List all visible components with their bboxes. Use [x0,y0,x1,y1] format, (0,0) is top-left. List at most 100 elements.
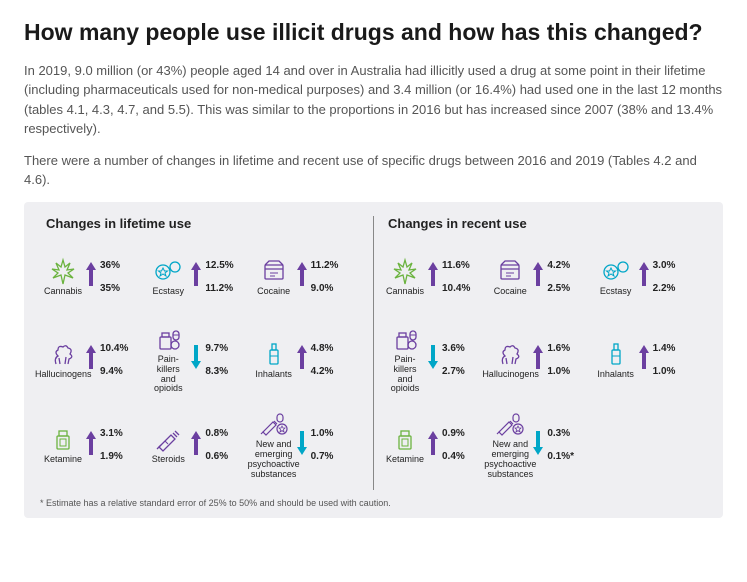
drug-label: New and emerging psychoactive substances [248,440,300,480]
value-bottom: 0.6% [205,451,228,462]
cocaine-icon: Cocaine [257,257,291,297]
ecstasy-icon: Ecstasy [151,257,185,297]
value-top: 3.6% [442,343,465,354]
arrow-up-icon [84,427,98,464]
hallucinogens-icon: Hallucinogens [493,340,527,380]
value-top: 0.8% [205,428,228,439]
value-top: 1.6% [547,343,570,354]
value-top: 1.0% [311,428,334,439]
drug-label: Steroids [152,455,185,465]
arrow-up-icon [84,341,98,378]
value-bottom: 2.7% [442,366,465,377]
value-bottom: 0.7% [311,451,334,462]
drug-cell-painkillers: Pain-killers and opioids 3.6% 2.7% [388,325,489,395]
arrow-up-icon [426,427,440,464]
value-bottom: 2.5% [547,283,570,294]
painkillers-icon: Pain-killers and opioids [388,325,422,395]
value-bottom: 8.3% [205,366,228,377]
arrow-up-icon [531,341,545,378]
newpsych-icon: New and emerging psychoactive substances [493,410,527,480]
drug-label: Ecstasy [153,287,185,297]
value-top: 4.8% [311,343,334,354]
drug-cell-steroids: Steroids 0.8% 0.6% [151,410,252,480]
intro-para-1: In 2019, 9.0 million (or 43%) people age… [24,61,723,139]
drug-label: New and emerging psychoactive substances [484,440,536,480]
value-top: 12.5% [205,260,233,271]
footnote: * Estimate has a relative standard error… [40,498,707,508]
drug-cell-ecstasy: Ecstasy 3.0% 2.2% [599,245,700,309]
inhalants-icon: Inhalants [599,340,633,380]
arrow-down-icon [295,427,309,464]
drug-cell-hallucinogens: Hallucinogens 1.6% 1.0% [493,325,594,395]
value-bottom: 0.1%* [547,451,574,462]
arrow-up-icon [189,427,203,464]
steroids-icon: Steroids [151,425,185,465]
arrow-up-icon [295,258,309,295]
drug-label: Cannabis [386,287,424,297]
changes-panel: Changes in lifetime use Cannabis 36% 35% Ec… [24,202,723,518]
value-bottom: 2.2% [653,283,676,294]
value-top: 9.7% [205,343,228,354]
value-bottom: 10.4% [442,283,470,294]
drug-label: Pain-killers and opioids [388,355,422,395]
painkillers-icon: Pain-killers and opioids [151,325,185,395]
arrow-up-icon [84,258,98,295]
arrow-up-icon [295,341,309,378]
drug-label: Hallucinogens [482,370,538,380]
drug-cell-ketamine: Ketamine 0.9% 0.4% [388,410,489,480]
drug-cell-cannabis: Cannabis 11.6% 10.4% [388,245,489,309]
arrow-down-icon [189,341,203,378]
value-top: 3.0% [653,260,676,271]
drug-cell-newpsych: New and emerging psychoactive substances… [257,410,358,480]
value-top: 0.3% [547,428,574,439]
drug-label: Cocaine [494,287,527,297]
value-top: 4.2% [547,260,570,271]
value-top: 0.9% [442,428,465,439]
drug-cell-hallucinogens: Hallucinogens10.4%9.4% [46,325,147,395]
drug-cell-cocaine: Cocaine 4.2% 2.5% [493,245,594,309]
arrow-up-icon [637,258,651,295]
drug-label: Cocaine [257,287,290,297]
arrow-down-icon [426,341,440,378]
value-top: 11.2% [311,260,339,271]
drug-label: Inhalants [597,370,634,380]
drug-cell-ketamine: Ketamine3.1%1.9% [46,410,147,480]
value-bottom: 11.2% [205,283,233,294]
intro-para-2: There were a number of changes in lifeti… [24,151,723,190]
value-top: 1.4% [653,343,676,354]
value-bottom: 9.0% [311,283,339,294]
ecstasy-icon: Ecstasy [599,257,633,297]
value-bottom: 1.0% [547,366,570,377]
value-bottom: 1.0% [653,366,676,377]
drug-cell-inhalants: Inhalants 4.8% 4.2% [257,325,358,395]
value-bottom: 0.4% [442,451,465,462]
lifetime-title: Changes in lifetime use [46,216,359,231]
page-title: How many people use illicit drugs and ho… [24,18,723,47]
value-bottom: 4.2% [311,366,334,377]
inhalants-icon: Inhalants [257,340,291,380]
value-top: 11.6% [442,260,470,271]
drug-cell-cocaine: Cocaine 11.2% 9.0% [257,245,358,309]
drug-cell-inhalants: Inhalants 1.4% 1.0% [599,325,700,395]
drug-label: Ecstasy [600,287,632,297]
value-top: 3.1% [100,428,123,439]
cocaine-icon: Cocaine [493,257,527,297]
cannabis-icon: Cannabis [46,257,80,297]
cannabis-icon: Cannabis [388,257,422,297]
value-bottom: 9.4% [100,366,128,377]
drug-label: Hallucinogens [35,370,91,380]
ketamine-icon: Ketamine [388,425,422,465]
lifetime-column: Changes in lifetime use Cannabis 36% 35% Ec… [40,216,374,490]
value-bottom: 35% [100,283,120,294]
drug-label: Ketamine [386,455,424,465]
drug-label: Cannabis [44,287,82,297]
recent-column: Changes in recent use Cannabis11.6%10.4%… [374,216,707,490]
hallucinogens-icon: Hallucinogens [46,340,80,380]
value-top: 36% [100,260,120,271]
drug-label: Inhalants [255,370,292,380]
drug-cell-ecstasy: Ecstasy 12.5% 11.2% [151,245,252,309]
value-bottom: 1.9% [100,451,123,462]
arrow-down-icon [531,427,545,464]
drug-cell-cannabis: Cannabis 36% 35% [46,245,147,309]
arrow-up-icon [637,341,651,378]
